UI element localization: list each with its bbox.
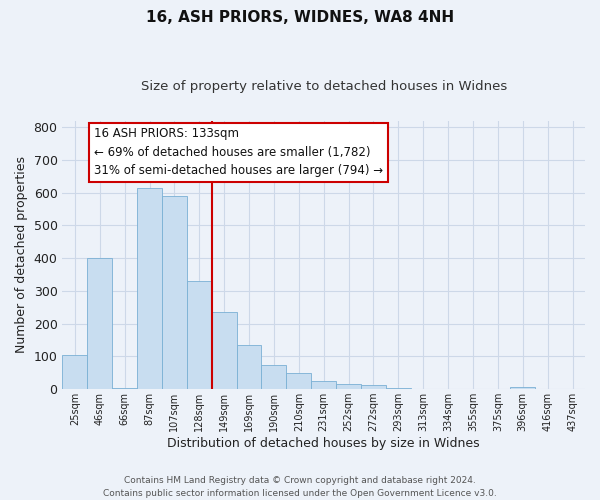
Bar — [361, 385, 386, 389]
Text: 16 ASH PRIORS: 133sqm
← 69% of detached houses are smaller (1,782)
31% of semi-d: 16 ASH PRIORS: 133sqm ← 69% of detached … — [94, 128, 383, 178]
Bar — [386, 388, 411, 389]
Bar — [311, 381, 336, 389]
Bar — [62, 355, 88, 389]
Bar — [236, 345, 262, 389]
Y-axis label: Number of detached properties: Number of detached properties — [15, 156, 28, 354]
Bar — [262, 364, 286, 389]
Text: 16, ASH PRIORS, WIDNES, WA8 4NH: 16, ASH PRIORS, WIDNES, WA8 4NH — [146, 10, 454, 25]
Bar — [286, 373, 311, 389]
Bar — [212, 312, 236, 389]
Bar — [88, 258, 112, 389]
Text: Contains HM Land Registry data © Crown copyright and database right 2024.
Contai: Contains HM Land Registry data © Crown c… — [103, 476, 497, 498]
Bar — [162, 196, 187, 389]
Bar — [137, 188, 162, 389]
Title: Size of property relative to detached houses in Widnes: Size of property relative to detached ho… — [140, 80, 507, 93]
Bar — [187, 281, 212, 389]
X-axis label: Distribution of detached houses by size in Widnes: Distribution of detached houses by size … — [167, 437, 480, 450]
Bar — [112, 388, 137, 389]
Bar — [336, 384, 361, 389]
Bar — [511, 386, 535, 389]
